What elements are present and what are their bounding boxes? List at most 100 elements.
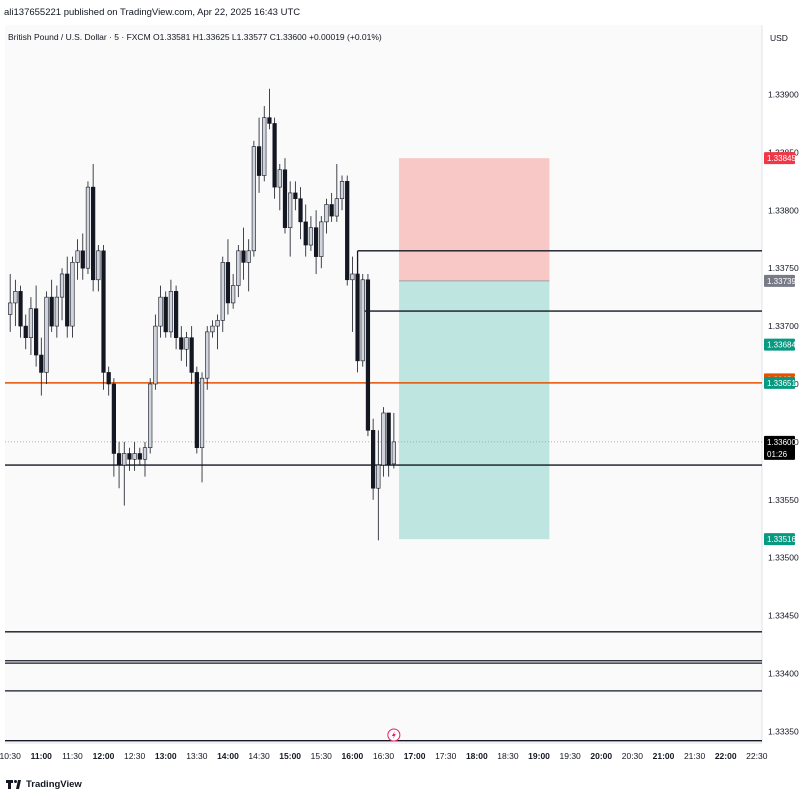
candle-up — [215, 320, 220, 327]
candle-up — [262, 117, 267, 176]
candle-down — [173, 291, 179, 338]
candle-down — [91, 186, 96, 281]
candle-up — [339, 181, 345, 200]
candle-up — [44, 296, 49, 373]
candle-up — [184, 337, 189, 350]
candle-down — [137, 453, 142, 460]
time-tick-label: 18:00 — [466, 751, 488, 761]
lightning-bolt-icon — [391, 731, 396, 739]
time-tick-label: 14:00 — [217, 751, 239, 761]
candle-up — [85, 186, 91, 269]
candle-down — [39, 354, 44, 373]
tradingview-mark-icon — [6, 780, 22, 789]
candle-up — [59, 273, 65, 298]
candle-down — [49, 296, 54, 327]
time-tick-label: 18:30 — [497, 751, 519, 761]
plot-area[interactable] — [5, 25, 762, 743]
candle-up — [96, 250, 101, 281]
candle-down — [267, 117, 272, 124]
candle-down — [189, 337, 194, 373]
time-tick-label: 16:30 — [373, 751, 395, 761]
price-tick-label: 1.33400 — [768, 669, 799, 679]
time-tick-label: 16:00 — [342, 751, 364, 761]
candle-down — [23, 325, 28, 338]
price-tick-label: 1.33800 — [768, 205, 799, 215]
countdown-label: 01:26 — [767, 450, 788, 459]
candle-up — [350, 273, 355, 281]
candle-up — [13, 291, 18, 304]
take-profit-zone — [399, 280, 550, 540]
candle-up — [220, 262, 225, 321]
candle-up — [381, 412, 386, 466]
candle-up — [75, 250, 80, 263]
candle-down — [179, 337, 184, 350]
price-tick-label: 1.33700 — [768, 321, 799, 331]
time-tick-label: 22:00 — [715, 751, 737, 761]
candle-up — [28, 308, 34, 338]
price-tick-label: 1.33550 — [768, 495, 799, 505]
time-tick-label: 17:30 — [435, 751, 457, 761]
candle-down — [282, 169, 288, 228]
time-tick-label: 10:30 — [0, 751, 21, 761]
candle-up — [360, 279, 365, 362]
time-tick-label: 21:00 — [653, 751, 675, 761]
price-tick-label: 1.33350 — [768, 726, 799, 736]
candle-down — [272, 123, 277, 188]
candle-down — [303, 221, 308, 246]
candle-up — [376, 464, 381, 489]
candle-up — [288, 192, 293, 228]
time-tick-label: 14:30 — [248, 751, 270, 761]
candle-down — [111, 383, 116, 454]
candle-up — [54, 296, 59, 327]
candle-down — [293, 192, 298, 200]
time-tick-label: 19:00 — [528, 751, 550, 761]
candle-up — [70, 262, 75, 327]
price-badge-label: 1.33739 — [767, 277, 796, 286]
candle-down — [116, 453, 122, 466]
candle-down — [65, 273, 70, 327]
symbol-legend: British Pound / U.S. Dollar · 5 · FXCM O… — [8, 32, 382, 42]
time-tick-label: 22:30 — [746, 751, 768, 761]
price-badge — [764, 435, 795, 460]
candle-down — [106, 372, 111, 385]
candle-down — [365, 279, 371, 431]
candle-up — [122, 453, 127, 466]
candle-down — [329, 204, 334, 217]
price-badge — [764, 338, 795, 351]
candle-up — [153, 325, 158, 385]
time-tick-label: 15:00 — [279, 751, 301, 761]
candle-down — [80, 250, 85, 269]
price-badge-label: 1.33651 — [767, 379, 796, 388]
candle-up — [231, 285, 236, 304]
candle-down — [194, 372, 199, 448]
axis-currency-label[interactable]: USD — [770, 33, 788, 43]
time-tick-label: 12:00 — [93, 751, 115, 761]
candle-up — [324, 204, 329, 223]
candle-down — [33, 308, 39, 356]
candle-down — [256, 146, 262, 176]
time-tick-label: 19:30 — [560, 751, 582, 761]
tradingview-logo: TradingView — [6, 779, 82, 790]
candle-up — [199, 377, 205, 448]
candle-up — [148, 383, 153, 448]
time-tick-label: 11:00 — [31, 751, 53, 761]
candle-down — [386, 412, 391, 466]
time-tick-label: 15:30 — [311, 751, 333, 761]
price-tick-label: 1.33500 — [768, 553, 799, 563]
candle-down — [127, 453, 132, 460]
candle-down — [345, 181, 350, 281]
price-badge — [764, 533, 795, 546]
candle-up — [158, 296, 163, 327]
time-tick-label: 20:00 — [590, 751, 612, 761]
candle-up — [168, 291, 174, 333]
candle-down — [313, 227, 319, 257]
candle-down — [18, 291, 23, 327]
candle-up — [142, 447, 148, 460]
candle-down — [101, 250, 106, 373]
price-badge-label: 1.33516 — [767, 535, 796, 544]
candle-down — [298, 198, 303, 223]
candle-up — [205, 331, 210, 379]
candle-up — [391, 441, 396, 465]
